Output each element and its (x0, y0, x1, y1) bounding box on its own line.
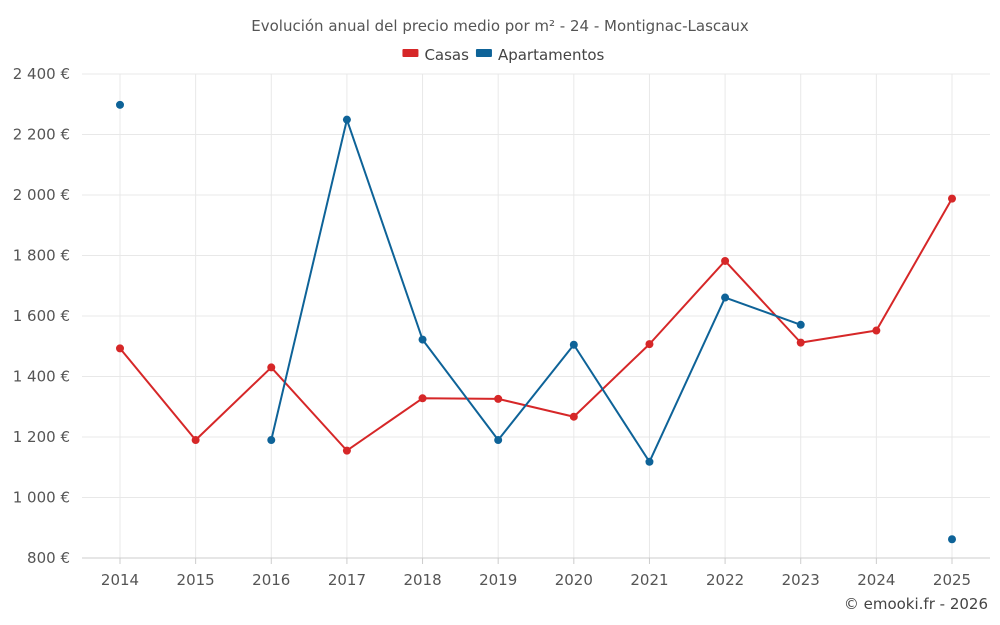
x-tick-label: 2015 (177, 571, 215, 589)
data-point-casas (116, 344, 124, 353)
legend-swatch-apartamentos (475, 49, 492, 57)
data-point-casas (569, 412, 578, 421)
gridlines (82, 73, 990, 558)
y-tick-label: 1 200 € (13, 428, 70, 446)
x-tick-label: 2017 (328, 571, 366, 589)
axes: 800 € 1 000 € 1 200 € 1 400 € 1 600 € 1 800 €… (13, 65, 990, 589)
chart-title: Evolución anual del precio medio por m² … (251, 17, 749, 35)
data-point-apartamentos (569, 340, 578, 349)
data-point-casas (342, 446, 351, 455)
data-point-casas (418, 394, 427, 403)
data-point-apartamentos (267, 436, 276, 445)
data-point-apartamentos (116, 100, 124, 109)
data-point-apartamentos (494, 436, 503, 445)
series-apartamentos (116, 100, 956, 544)
data-point-apartamentos (948, 535, 956, 544)
x-tick-label: 2023 (782, 571, 820, 589)
data-point-casas (796, 338, 805, 347)
legend: Casas Apartamentos (402, 46, 605, 64)
data-point-casas (267, 363, 276, 372)
x-tick-label: 2016 (252, 571, 290, 589)
data-point-apartamentos (721, 293, 730, 302)
data-point-casas (494, 394, 503, 403)
credit-text: © emooki.fr - 2026 (844, 595, 988, 613)
series-layer (116, 100, 956, 544)
y-tick-label: 2 000 € (13, 186, 70, 204)
series-casas (116, 194, 956, 455)
x-tick-label: 2014 (101, 571, 139, 589)
x-tick-label: 2021 (630, 571, 668, 589)
data-point-casas (645, 340, 654, 349)
y-tick-label: 800 € (27, 549, 70, 567)
data-point-apartamentos (342, 115, 351, 124)
data-point-casas (948, 194, 956, 203)
y-tick-label: 1 000 € (13, 489, 70, 507)
data-point-apartamentos (645, 457, 654, 466)
legend-swatch-casas (402, 49, 419, 57)
series-line-apartamentos (270, 118, 802, 463)
legend-label-apartamentos: Apartamentos (498, 46, 605, 64)
x-tick-label: 2025 (933, 571, 971, 589)
y-tick-label: 1 400 € (13, 368, 70, 386)
data-point-casas (191, 436, 200, 445)
legend-item-casas: Casas (402, 46, 469, 64)
x-tick-label: 2019 (479, 571, 517, 589)
data-point-casas (872, 326, 881, 335)
legend-item-apartamentos: Apartamentos (475, 46, 605, 64)
y-tick-label: 2 400 € (13, 65, 70, 83)
x-tick-label: 2024 (857, 571, 895, 589)
data-point-apartamentos (418, 335, 427, 344)
x-tick-label: 2020 (555, 571, 593, 589)
legend-label-casas: Casas (424, 46, 469, 64)
x-tick-label: 2022 (706, 571, 744, 589)
series-line-casas (119, 198, 953, 452)
y-tick-label: 1 800 € (13, 247, 70, 265)
x-tick-label: 2018 (403, 571, 441, 589)
y-tick-label: 1 600 € (13, 307, 70, 325)
y-tick-label: 2 200 € (13, 126, 70, 144)
data-point-apartamentos (796, 320, 805, 329)
data-point-casas (721, 256, 730, 265)
